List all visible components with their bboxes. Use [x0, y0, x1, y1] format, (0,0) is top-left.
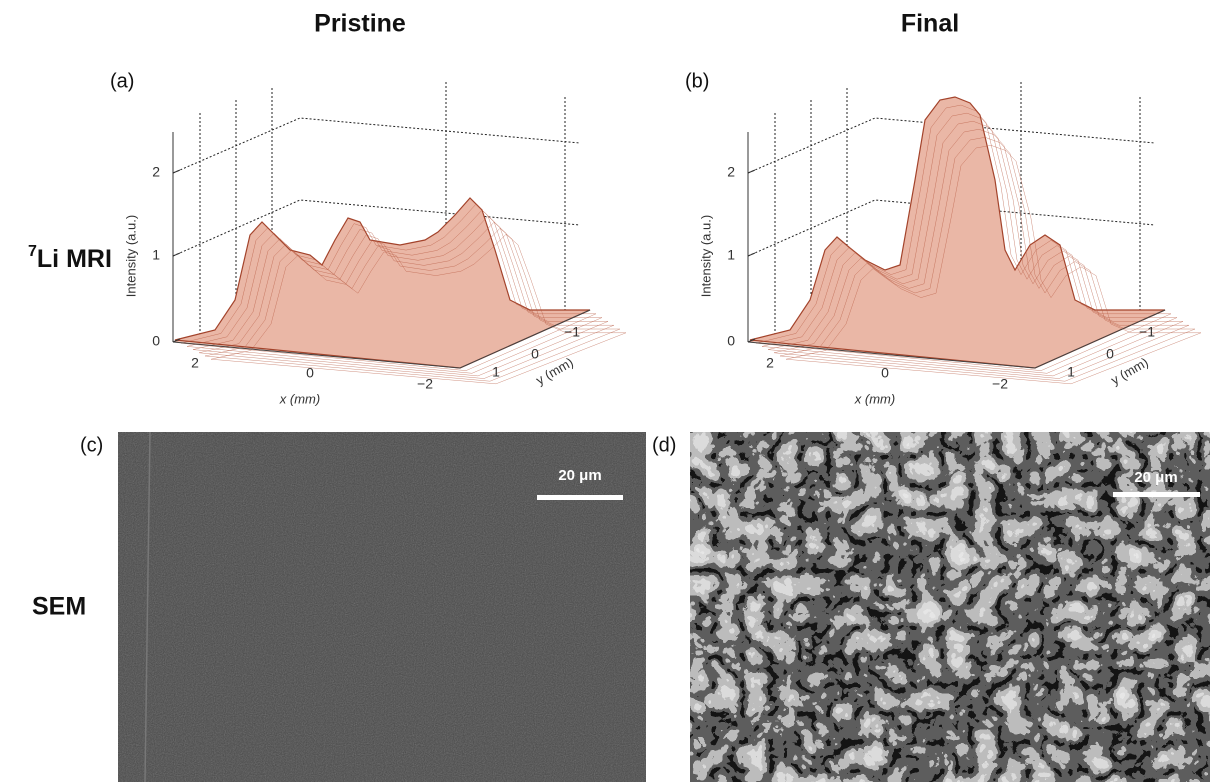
- z-axis-label: Intensity (a.u.): [123, 215, 138, 297]
- y-tick-label: −1: [564, 324, 580, 340]
- panel-tag: (d): [652, 434, 676, 456]
- z-tick-label: 2: [727, 164, 735, 180]
- panel-tag: (a): [110, 70, 134, 92]
- scale-bar: [1113, 492, 1200, 497]
- x-tick-label: 0: [306, 365, 314, 381]
- figure: Pristine Final 7Li MRI SEM (c) 20 μm (d)…: [0, 0, 1210, 782]
- x-axis-label: x (mm): [854, 391, 895, 406]
- scale-bar-label: 20 μm: [1134, 469, 1177, 486]
- row-label: 7Li MRI: [28, 243, 112, 272]
- z-tick-label: 1: [152, 247, 160, 263]
- z-tick-label: 1: [727, 247, 735, 263]
- y-axis-label: y (mm): [1108, 354, 1151, 387]
- superscript: 7: [28, 243, 37, 260]
- z-axis-label: Intensity (a.u.): [698, 215, 713, 297]
- z-tick-label: 0: [727, 333, 735, 349]
- y-tick-label: 0: [531, 346, 539, 362]
- column-header: Pristine: [314, 10, 406, 38]
- scale-bar-label: 20 μm: [558, 467, 601, 484]
- z-tick: [173, 170, 180, 173]
- x-axis-label: x (mm): [279, 391, 320, 406]
- surface: [750, 97, 1165, 368]
- sem-texture: [690, 432, 1210, 782]
- z-tick-label: 2: [152, 164, 160, 180]
- surface-plot: (b) 0 1 2 Intensity (a.u.) 2 0 −2 x (mm) 1 0 −1 y (m…: [685, 70, 1201, 406]
- panel-tag: (b): [685, 70, 709, 92]
- x-tick-label: 0: [881, 365, 889, 381]
- y-tick-label: 1: [1067, 364, 1075, 380]
- panel-tag: (c): [80, 434, 103, 456]
- scale-bar: [537, 495, 623, 500]
- surface-plot: (a) 0 1 2 Intensity (a.u.) 2 0 −2 x (mm) 1 0 −1 y (m…: [110, 70, 626, 406]
- x-tick-label: 2: [191, 355, 199, 371]
- row-label: SEM: [32, 593, 86, 621]
- y-tick-label: 0: [1106, 346, 1114, 362]
- x-tick-label: −2: [417, 376, 433, 392]
- sem-texture: [118, 432, 646, 782]
- z-tick: [748, 253, 755, 256]
- guide-line: [173, 118, 580, 173]
- y-axis-label: y (mm): [533, 354, 576, 387]
- z-tick-label: 0: [152, 333, 160, 349]
- row-label-text: Li MRI: [37, 245, 112, 273]
- sem-pristine: (c) 20 μm: [80, 432, 646, 782]
- y-tick-label: −1: [1139, 324, 1155, 340]
- sem-final: (d) 20 μm: [652, 432, 1210, 782]
- y-tick-label: 1: [492, 364, 500, 380]
- x-tick-label: 2: [766, 355, 774, 371]
- z-tick: [173, 253, 180, 256]
- x-tick-label: −2: [992, 376, 1008, 392]
- z-tick: [748, 170, 755, 173]
- column-header: Final: [901, 10, 959, 38]
